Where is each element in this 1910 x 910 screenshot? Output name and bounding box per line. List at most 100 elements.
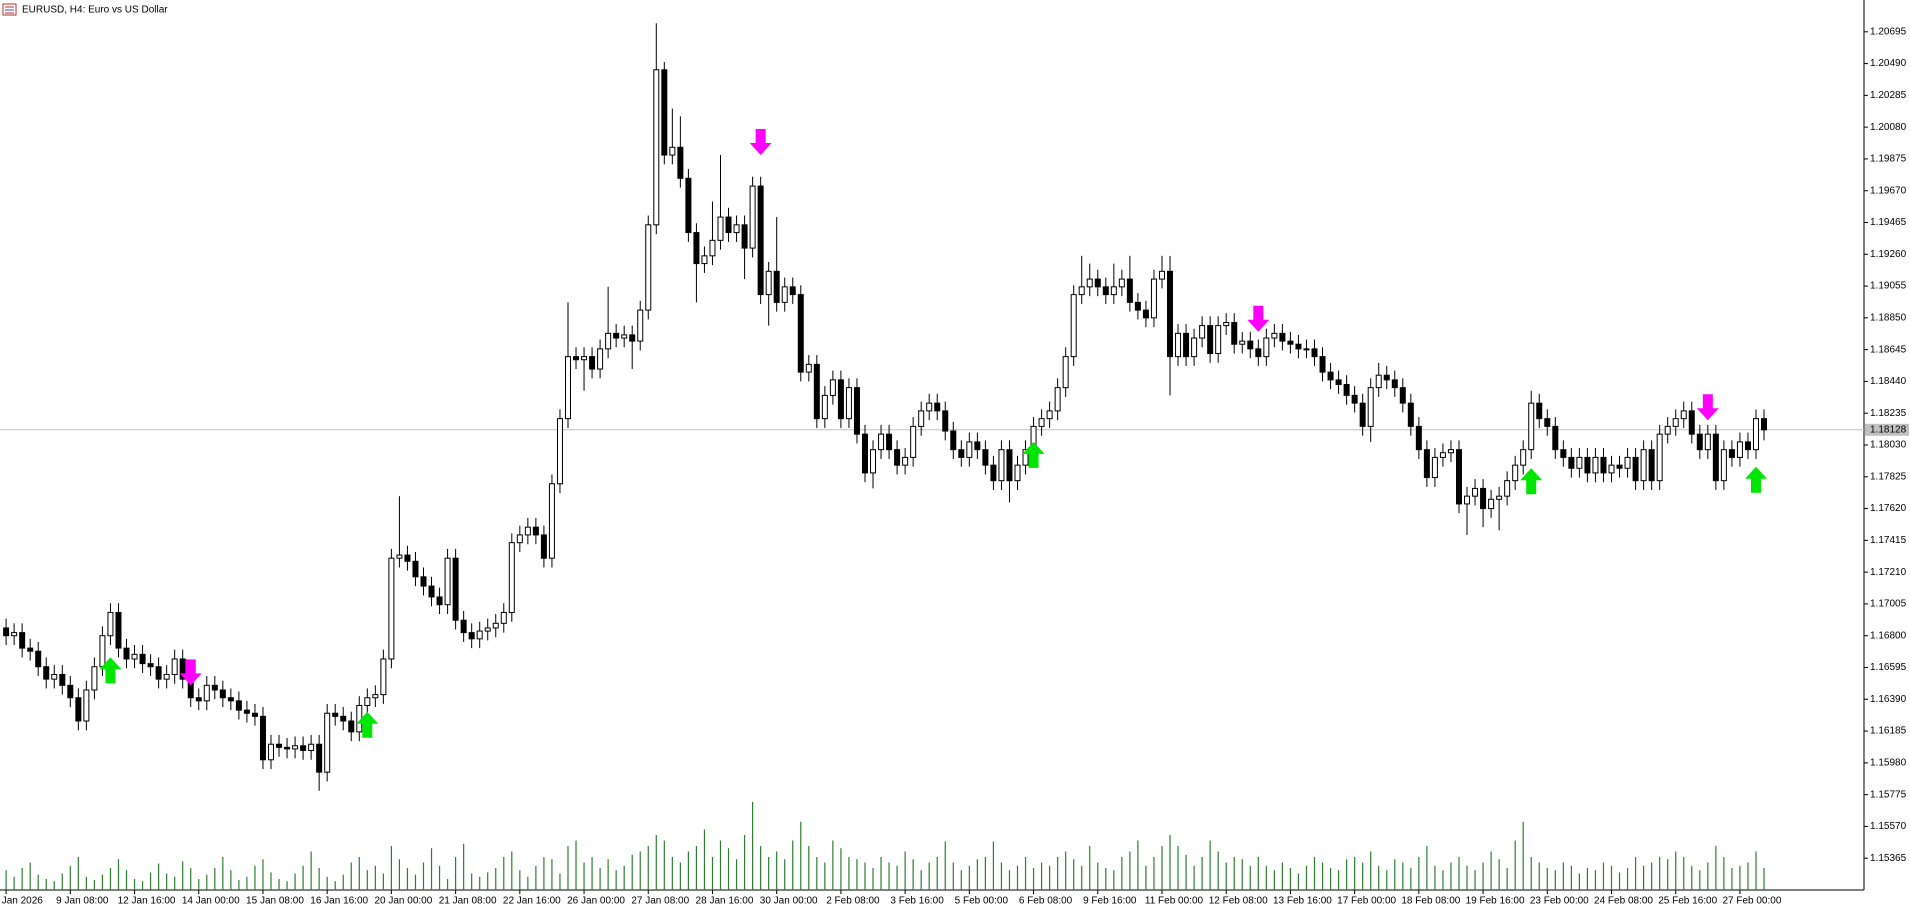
candle-body — [1640, 449, 1647, 482]
x-tick-label: 11 Feb 00:00 — [1145, 896, 1204, 907]
candle-body — [1311, 348, 1318, 358]
candle-body — [1407, 402, 1414, 427]
y-tick-label: 1.19875 — [1870, 154, 1907, 165]
x-tick-label: 13 Feb 16:00 — [1273, 896, 1332, 907]
candle-body — [1464, 495, 1471, 505]
candle-body — [476, 630, 483, 640]
candle-body — [870, 449, 877, 474]
candle-body — [1126, 278, 1133, 303]
x-tick-label: 23 Feb 00:00 — [1530, 896, 1589, 907]
candle-body — [934, 402, 941, 412]
candle-body — [155, 666, 162, 680]
candle-body — [1472, 487, 1479, 497]
candle-body — [990, 464, 997, 482]
candle-body — [524, 526, 531, 536]
candle-body — [1239, 340, 1246, 345]
candle-body — [195, 697, 202, 702]
candle-body — [404, 554, 411, 562]
candle-body — [1664, 425, 1671, 435]
x-tick-label: 27 Feb 00:00 — [1722, 896, 1781, 907]
y-tick-label: 1.20695 — [1870, 26, 1907, 37]
candle-body — [420, 576, 427, 587]
x-tick-label: 9 Feb 16:00 — [1083, 896, 1137, 907]
candle-body — [99, 635, 106, 668]
candle-body — [436, 596, 443, 606]
candle-body — [1744, 441, 1751, 451]
x-tick-label: 8 Jan 2026 — [0, 896, 43, 907]
candle-body — [645, 224, 652, 311]
candle-body — [1584, 456, 1591, 474]
candle-body — [789, 286, 796, 296]
candle-body — [1287, 340, 1294, 345]
candle-body — [428, 585, 435, 598]
candle-body — [540, 534, 547, 559]
y-tick-label: 1.15775 — [1870, 789, 1907, 800]
candle-body — [781, 286, 788, 303]
symbol-icon — [2, 3, 17, 16]
candle-body — [701, 255, 708, 265]
candle-body — [589, 356, 596, 370]
candle-body — [388, 557, 395, 660]
x-tick-label: 21 Jan 08:00 — [439, 896, 497, 907]
candle-body — [733, 224, 740, 234]
candle-body — [717, 216, 724, 241]
candle-body — [653, 69, 660, 226]
candle-body — [19, 632, 26, 649]
candle-body — [1207, 325, 1214, 355]
x-tick-label: 14 Jan 00:00 — [182, 896, 240, 907]
candle-body — [147, 663, 154, 668]
y-tick-label: 1.18850 — [1870, 312, 1907, 323]
x-tick-label: 18 Feb 08:00 — [1401, 896, 1460, 907]
candle-body — [749, 185, 756, 249]
y-tick-label: 1.18235 — [1870, 408, 1907, 419]
chart-title: EURUSD, H4: Euro vs US Dollar — [22, 5, 168, 16]
candle-body — [942, 410, 949, 432]
sell-arrow — [1247, 305, 1270, 332]
y-tick-label: 1.17620 — [1870, 503, 1907, 514]
candle-body — [211, 684, 218, 691]
y-tick-label: 1.16800 — [1870, 630, 1907, 641]
candle-body — [1736, 441, 1743, 458]
candle-body — [765, 270, 772, 296]
candle-body — [243, 709, 250, 714]
candle-body — [1720, 449, 1727, 482]
candle-body — [412, 560, 419, 578]
y-tick-label: 1.19055 — [1870, 281, 1907, 292]
candle-body — [372, 694, 379, 699]
candle-body — [444, 557, 451, 606]
y-tick-label: 1.18030 — [1870, 440, 1907, 451]
candle-body — [677, 146, 684, 179]
y-tick-label: 1.16595 — [1870, 662, 1907, 673]
candle-body — [1496, 495, 1503, 500]
candle-body — [797, 294, 804, 373]
candle-body — [123, 647, 130, 660]
candle-body — [1624, 456, 1631, 469]
candle-body — [324, 712, 331, 773]
x-tick-label: 28 Jan 16:00 — [696, 896, 754, 907]
candle-body — [1375, 374, 1382, 389]
candle-body — [532, 526, 539, 536]
x-tick-label: 2 Feb 08:00 — [826, 896, 880, 907]
candle-body — [27, 647, 34, 652]
x-tick-label: 5 Feb 00:00 — [955, 896, 1009, 907]
candle-body — [573, 356, 580, 361]
candle-body — [1616, 464, 1623, 469]
y-tick-label: 1.15365 — [1870, 853, 1907, 864]
candle-body — [1199, 325, 1206, 339]
candle-body — [1110, 286, 1117, 296]
candle-body — [1728, 449, 1735, 458]
candle-body — [629, 334, 636, 342]
candle-body — [1295, 343, 1302, 350]
candle-body — [91, 666, 98, 691]
candle-body — [878, 433, 885, 451]
candle-body — [492, 622, 499, 629]
candle-body — [1142, 309, 1149, 319]
candle-body — [11, 632, 18, 637]
candle-body — [982, 449, 989, 466]
candle-body — [1752, 418, 1759, 451]
candle-body — [43, 666, 50, 680]
candle-body — [1086, 278, 1093, 288]
last-price-label: 1.18128 — [1870, 424, 1907, 435]
candle-body — [67, 684, 74, 699]
